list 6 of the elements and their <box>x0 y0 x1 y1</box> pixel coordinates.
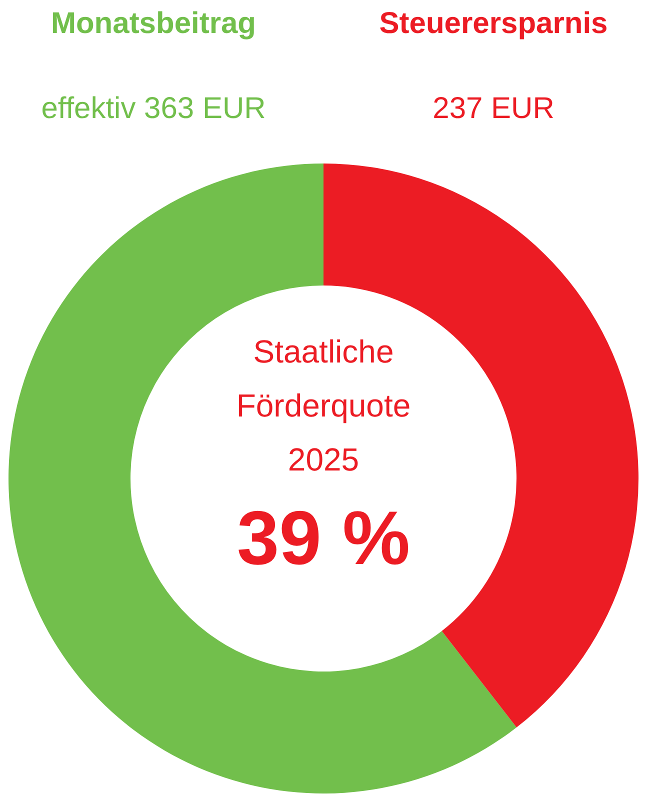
slice-label: Monatsbeitrag <box>50 7 256 40</box>
slice-label: Steuerersparnis <box>379 7 608 40</box>
text: 39 % <box>236 496 410 581</box>
data-label: 237 EUR <box>432 92 554 125</box>
text: Staatliche Förderquote 2025 <box>236 334 411 478</box>
data-label: effektiv 363 EUR <box>41 92 266 125</box>
